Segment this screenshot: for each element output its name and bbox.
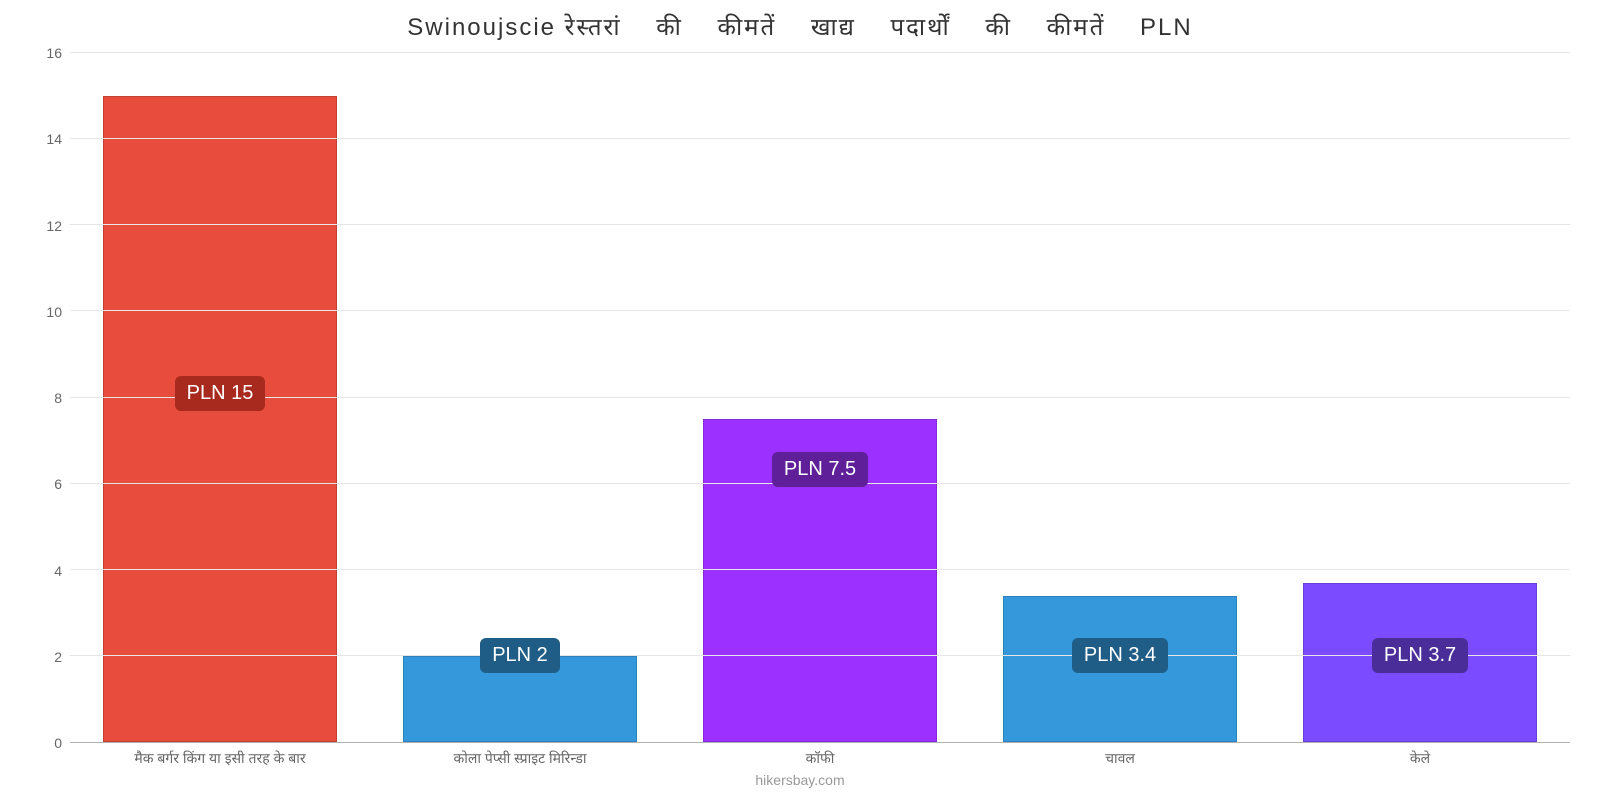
x-axis: मैक बर्गर किंग या इसी तरह के बारकोला पेप… — [70, 743, 1570, 768]
y-tick: 4 — [54, 563, 62, 579]
value-label: PLN 7.5 — [772, 452, 868, 487]
chart-title: Swinoujscie रेस्तरां की कीमतें खाद्य पदा… — [30, 10, 1570, 43]
bar-slot: PLN 3.7 — [1270, 53, 1570, 742]
y-tick: 2 — [54, 649, 62, 665]
plot-area: PLN 15 PLN 2 PLN 7.5 PLN 3.4 PLN 3.7 — [70, 53, 1570, 743]
bar — [103, 96, 337, 742]
bar-slot: PLN 7.5 — [670, 53, 970, 742]
x-label: कॉफी — [670, 743, 970, 768]
y-tick: 16 — [46, 45, 62, 61]
chart-footer: hikersbay.com — [30, 772, 1570, 788]
y-tick: 14 — [46, 131, 62, 147]
gridline — [70, 138, 1570, 139]
bar-slot: PLN 2 — [370, 53, 670, 742]
gridline — [70, 52, 1570, 53]
x-label: केले — [1270, 743, 1570, 768]
gridline — [70, 224, 1570, 225]
bar-slot: PLN 3.4 — [970, 53, 1270, 742]
y-axis: 0246810121416 — [30, 53, 70, 743]
y-tick: 0 — [54, 735, 62, 751]
y-tick: 10 — [46, 304, 62, 320]
x-label: चावल — [970, 743, 1270, 768]
y-tick: 12 — [46, 218, 62, 234]
gridline — [70, 569, 1570, 570]
price-bar-chart: Swinoujscie रेस्तरां की कीमतें खाद्य पदा… — [0, 0, 1600, 800]
value-label: PLN 2 — [480, 638, 560, 673]
plot-row: 0246810121416 PLN 15PLN 2PLN 7.5PLN 3.4P… — [30, 53, 1570, 743]
value-label: PLN 3.4 — [1072, 638, 1168, 673]
y-tick: 6 — [54, 476, 62, 492]
value-label: PLN 3.7 — [1372, 638, 1468, 673]
gridline — [70, 310, 1570, 311]
x-label: मैक बर्गर किंग या इसी तरह के बार — [70, 743, 370, 768]
bar-slot: PLN 15 — [70, 53, 370, 742]
value-label: PLN 15 — [175, 376, 266, 411]
y-tick: 8 — [54, 390, 62, 406]
bars-container: PLN 15 PLN 2 PLN 7.5 PLN 3.4 PLN 3.7 — [70, 53, 1570, 742]
x-label: कोला पेप्सी स्प्राइट मिरिन्डा — [370, 743, 670, 768]
